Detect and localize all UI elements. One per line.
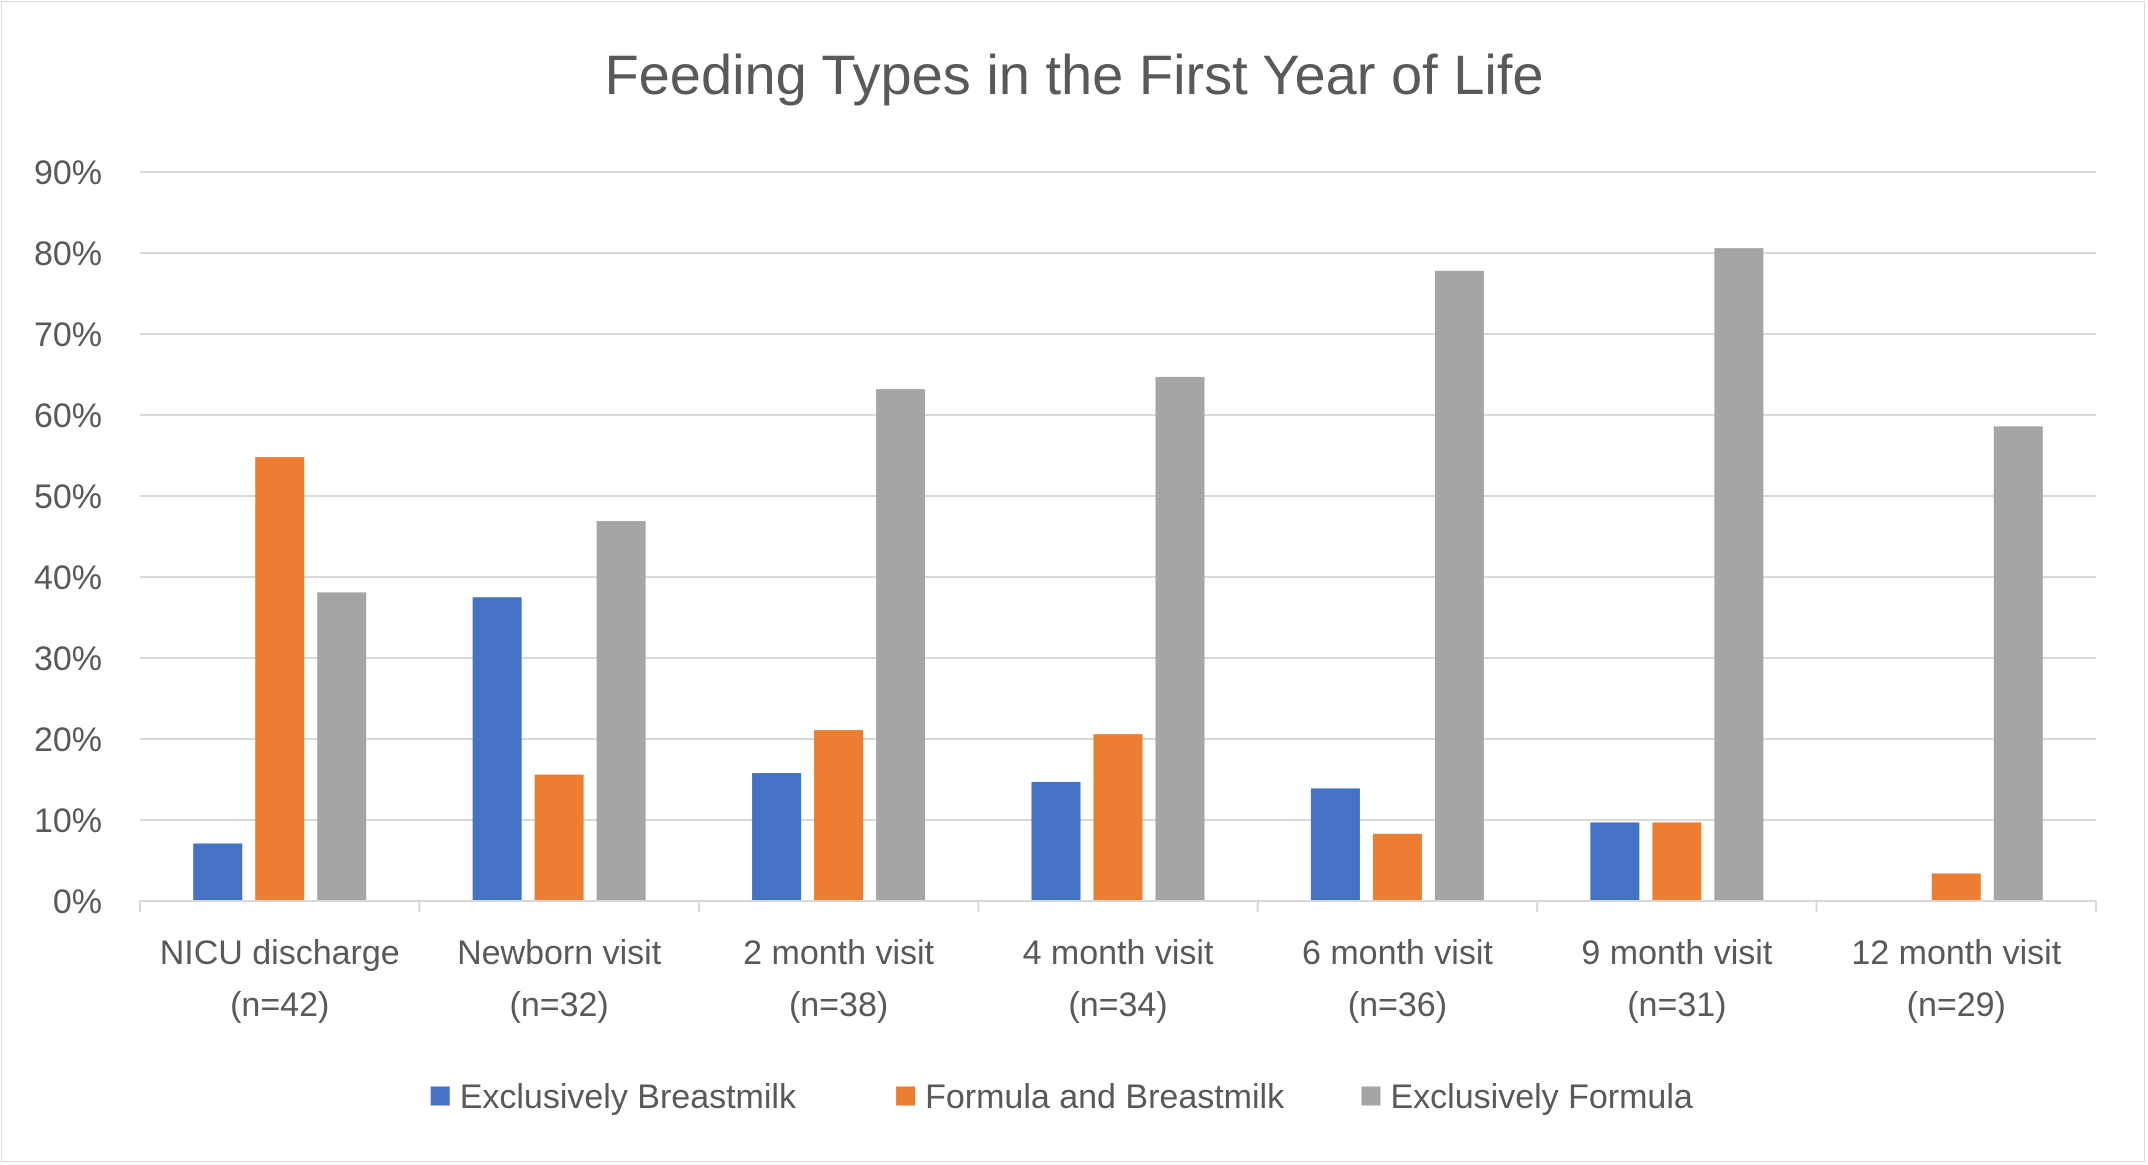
legend-label: Exclusively Formula [1391,1078,1693,1116]
bar [534,774,584,901]
legend-swatch [896,1086,916,1106]
x-category-label: 12 month visit (n=29) [1851,934,2061,1024]
bar [1714,248,1764,901]
bar [1031,781,1081,901]
x-category-label: 2 month visit (n=38) [743,934,934,1024]
x-axis [139,900,2097,912]
bar [1155,376,1205,901]
bar [255,457,305,901]
bar [876,389,926,901]
bar [596,521,646,901]
x-category-label: Newborn visit (n=32) [457,934,662,1024]
bar [1652,822,1702,901]
x-category-label: 9 month visit (n=31) [1581,934,1772,1024]
y-axis-ticks: 0% 10% 20% 30% 40% 50% 60% 70% 80% 90% [34,154,102,921]
bar [1931,873,1981,901]
bar [472,597,522,901]
y-tick-label: 70% [34,316,102,354]
bar [1372,833,1422,901]
x-category-label: 4 month visit (n=34) [1023,934,1214,1024]
y-tick-label: 10% [34,802,102,840]
bar [193,843,243,901]
y-tick-label: 0% [53,883,102,921]
bar [317,592,367,901]
x-axis-categories: NICU discharge (n=42) Newborn visit (n=32) 2… [160,934,2062,1024]
bar [1310,788,1360,901]
y-tick-label: 60% [34,397,102,435]
y-tick-label: 80% [34,235,102,273]
y-tick-label: 50% [34,478,102,516]
bar [1993,426,2043,901]
legend-swatch [430,1086,450,1106]
bar [1590,822,1640,901]
legend-label: Exclusively Breastmilk [460,1078,797,1116]
y-tick-label: 40% [34,559,102,597]
x-category-label: NICU discharge (n=42) [160,934,400,1024]
y-tick-label: 20% [34,721,102,759]
y-tick-label: 30% [34,640,102,678]
legend-label: Formula and Breastmilk [925,1078,1285,1116]
x-category-label: 6 month visit (n=36) [1302,934,1493,1024]
bars [193,248,2043,901]
legend-swatch [1361,1086,1381,1106]
legend: Exclusively Breastmilk Formula and Breast… [430,1078,1693,1116]
chart-title: Feeding Types in the First Year of Life [604,43,1543,106]
gridlines [140,171,2096,821]
bar [1434,270,1484,901]
y-tick-label: 90% [34,154,102,192]
bar [752,773,802,901]
bar [814,730,864,901]
bar [1093,734,1143,901]
